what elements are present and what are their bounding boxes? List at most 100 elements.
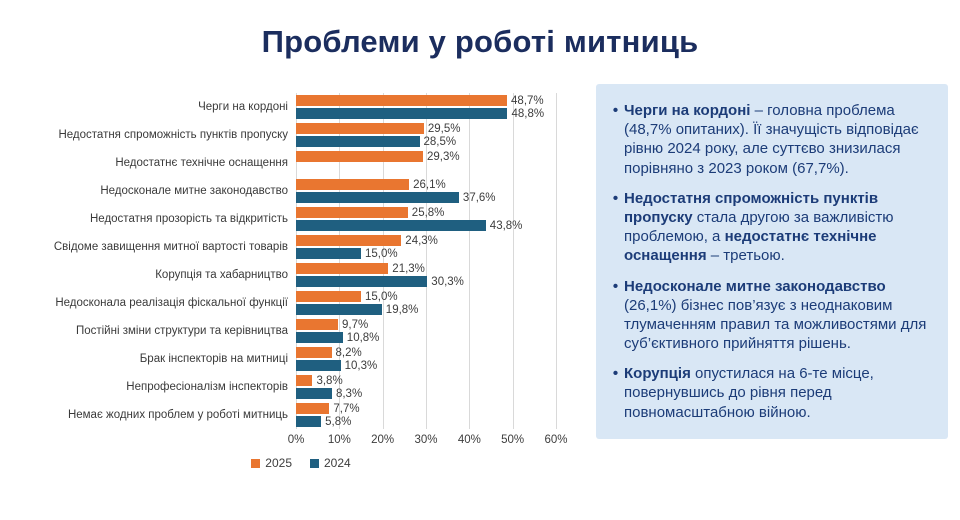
value-label: 24,3% bbox=[405, 234, 438, 247]
bar-group: 48,7% 48,8% bbox=[296, 95, 584, 120]
bar-2025 bbox=[296, 403, 330, 414]
gridline bbox=[469, 93, 471, 429]
value-label: 29,5% bbox=[427, 122, 461, 135]
bar-2024 bbox=[296, 192, 459, 203]
gridline bbox=[296, 93, 297, 429]
category-label: Корупція та хабарництво bbox=[155, 268, 288, 281]
bullet-text: Корупція опустилася на 6-те місце, повер… bbox=[624, 365, 874, 421]
bar-2024 bbox=[296, 108, 508, 119]
page-title: Проблеми у роботі митниць bbox=[261, 24, 699, 59]
gridline bbox=[339, 93, 341, 429]
gridline bbox=[426, 93, 427, 429]
chart-row: Брак інспекторів на митниці 8,2% 10,3% bbox=[18, 345, 584, 373]
bar-2024 bbox=[296, 220, 486, 231]
x-axis-tick: 60% bbox=[544, 434, 568, 446]
chart-plot-area: Черги на кордоні 48,7% 48,8% Недостатня спр… bbox=[18, 93, 584, 429]
category-label: Черги на кордоні bbox=[198, 100, 288, 113]
bar-group: 29,5% 28,5% bbox=[296, 122, 584, 148]
value-label: 37,6% bbox=[462, 191, 496, 204]
value-label: 19,8% bbox=[385, 303, 419, 316]
bar-2025 bbox=[296, 207, 408, 218]
bar-2024 bbox=[296, 248, 361, 259]
bar-2024 bbox=[296, 416, 322, 427]
bar-line: 10,8% bbox=[296, 331, 584, 344]
bar-2025 bbox=[296, 235, 402, 246]
x-axis-tick: 0% bbox=[287, 434, 305, 446]
bar-group: 8,2% 10,3% bbox=[296, 347, 584, 372]
category-label: Недосконала реалізація фіскальної функці… bbox=[55, 296, 288, 309]
panel-bullet: • Корупція опустилася на 6-те місце, пове… bbox=[607, 364, 934, 422]
bar-2024 bbox=[296, 304, 382, 315]
x-axis-tick: 20% bbox=[371, 434, 395, 446]
bar-line: 30,3% bbox=[296, 275, 584, 288]
bar-2024 bbox=[296, 388, 332, 399]
bar-line: 19,8% bbox=[296, 303, 584, 316]
panel-bullet: • Недостатня спроможність пунктів пропуск… bbox=[607, 189, 934, 266]
bar-2025 bbox=[296, 263, 389, 274]
value-label: 25,8% bbox=[411, 206, 445, 219]
category-label: Недостатня спроможність пунктів пропуску bbox=[58, 128, 288, 141]
chart-row: Постійні зміни структури та керівництва 9… bbox=[18, 317, 584, 345]
bar-group: 26,1% 37,6% bbox=[296, 178, 584, 204]
bar-chart: Черги на кордоні 48,7% 48,8% Недостатня спр… bbox=[18, 93, 584, 470]
bar-2025 bbox=[296, 151, 423, 162]
gridline bbox=[556, 93, 557, 429]
value-label: 3,8% bbox=[316, 374, 343, 387]
gridline bbox=[512, 93, 514, 429]
chart-row: Недосконала реалізація фіскальної функці… bbox=[18, 289, 584, 317]
chart-legend: 2025 2024 bbox=[18, 456, 584, 470]
bullet-marker: • bbox=[612, 189, 619, 207]
bar-group: 7,7% 5,8% bbox=[296, 402, 584, 428]
bar-line: 48,7% bbox=[296, 95, 584, 107]
bar-line: 25,8% bbox=[296, 206, 584, 219]
x-axis-tick: 40% bbox=[457, 434, 481, 446]
value-label: 30,3% bbox=[431, 275, 464, 288]
bar-line: 21,3% bbox=[296, 262, 584, 275]
bullet-text: Недостатня спроможність пунктів пропуску… bbox=[624, 189, 894, 265]
gridline bbox=[382, 93, 384, 429]
x-axis-tick: 50% bbox=[501, 434, 525, 446]
bar-group: 21,3% 30,3% bbox=[296, 262, 584, 288]
value-label: 29,3% bbox=[426, 150, 460, 163]
panel-bullet: • Черги на кордоні – головна проблема (48… bbox=[607, 101, 934, 178]
bullet-marker: • bbox=[612, 277, 619, 295]
value-label: 21,3% bbox=[392, 262, 425, 275]
bar-2025 bbox=[296, 291, 361, 302]
bar-2024 bbox=[296, 276, 428, 287]
bar-2024 bbox=[296, 360, 341, 371]
value-label: 26,1% bbox=[413, 178, 446, 191]
bullet-text: Черги на кордоні – головна проблема (48,… bbox=[624, 102, 919, 177]
bar-line: 3,8% bbox=[296, 374, 584, 387]
bar-line bbox=[296, 164, 584, 175]
category-label: Постійні зміни структури та керівництва bbox=[75, 324, 288, 337]
bar-group: 3,8% 8,3% bbox=[296, 374, 584, 400]
bar-line: 48,8% bbox=[296, 107, 584, 120]
summary-panel: • Черги на кордоні – головна проблема (48… bbox=[596, 84, 948, 439]
legend-label: 2025 bbox=[265, 456, 292, 470]
chart-row: Недосконале митне законодавство 26,1% 37,6… bbox=[18, 177, 584, 205]
value-label: 15,0% bbox=[365, 290, 398, 303]
category-label: Немає жодних проблем у роботі митниць bbox=[67, 408, 288, 421]
bar-group: 25,8% 43,8% bbox=[296, 206, 584, 232]
value-label: 9,7% bbox=[342, 318, 369, 331]
bar-line: 29,3% bbox=[296, 150, 584, 163]
chart-row: Черги на кордоні 48,7% 48,8% bbox=[18, 93, 584, 121]
x-axis: 0% 10% 20% 30% 40% 50% 60% bbox=[18, 434, 584, 449]
legend-swatch bbox=[310, 458, 319, 468]
bar-line: 15,0% bbox=[296, 247, 584, 260]
bar-2025 bbox=[296, 347, 332, 358]
summary-bullet-list: • Черги на кордоні – головна проблема (48… bbox=[607, 101, 934, 422]
bullet-marker: • bbox=[612, 102, 619, 119]
value-label: 7,7% bbox=[333, 402, 360, 415]
bar-group: 15,0% 19,8% bbox=[296, 290, 584, 316]
bar-2025 bbox=[296, 319, 339, 330]
chart-row: Недостатня спроможність пунктів пропуску… bbox=[18, 121, 584, 149]
value-label: 10,8% bbox=[346, 331, 380, 344]
chart-row: Корупція та хабарництво 21,3% 30,3% bbox=[18, 261, 584, 289]
bar-line: 10,3% bbox=[296, 360, 584, 372]
value-label: 48,8% bbox=[511, 107, 545, 120]
category-label: Брак інспекторів на митниці bbox=[139, 352, 288, 365]
bar-group: 24,3% 15,0% bbox=[296, 234, 584, 260]
value-label: 15,0% bbox=[365, 247, 398, 260]
legend-item-2024: 2024 bbox=[310, 456, 351, 470]
